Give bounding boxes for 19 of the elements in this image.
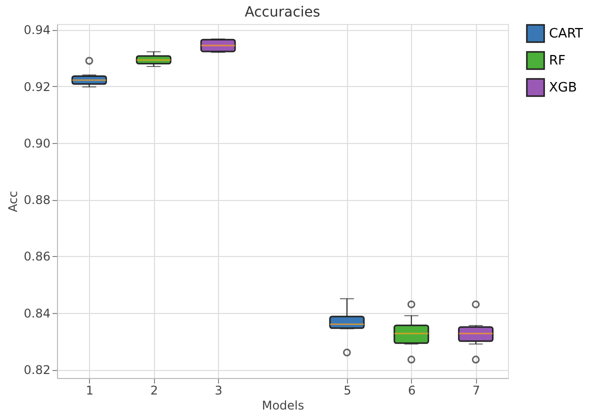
legend-label: XGB	[549, 80, 577, 96]
x-tick-label: 7	[472, 384, 480, 398]
y-tick-label: 0.94	[24, 23, 50, 38]
y-tick-label: 0.88	[24, 193, 50, 208]
x-tick-label: 3	[214, 384, 222, 398]
y-tick-label: 0.92	[24, 80, 50, 94]
x-tick-label: 5	[344, 384, 352, 398]
legend-label: RF	[549, 54, 566, 68]
y-tick-label: 0.82	[24, 363, 50, 378]
x-tick-label: 6	[408, 384, 416, 398]
y-tick-label: 0.86	[24, 250, 50, 264]
y-tick-label: 0.84	[24, 306, 50, 320]
x-tick-label: 2	[150, 384, 158, 398]
x-tick-label: 1	[86, 384, 94, 398]
y-axis-title: Acc	[6, 190, 20, 212]
chart-title: Accuracies	[244, 4, 320, 21]
x-axis-title: Models	[262, 398, 304, 412]
legend-label: CART	[549, 26, 584, 42]
y-tick-label: 0.90	[24, 136, 50, 150]
